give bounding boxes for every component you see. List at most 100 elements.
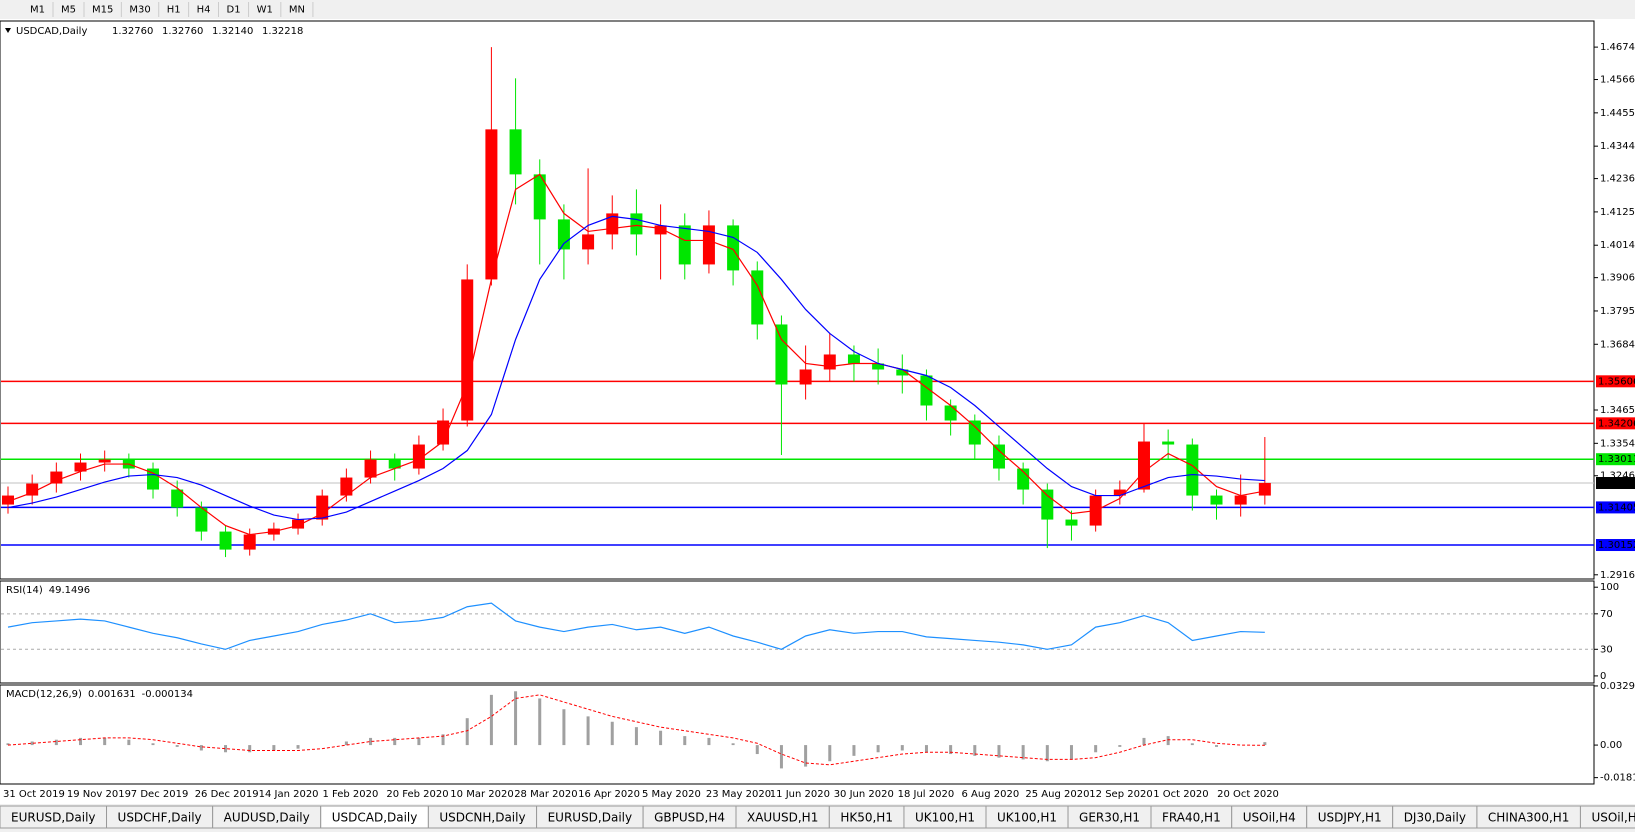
tab[interactable]: GBPUSD,H4 [642, 805, 737, 829]
x-tick-label: 20 Oct 2020 [1217, 789, 1279, 800]
tab[interactable]: USDJPY,H1 [1306, 805, 1394, 829]
candle-body [1162, 441, 1175, 445]
macd-bar [804, 745, 808, 767]
tab[interactable]: UK100,H1 [903, 805, 987, 829]
y-tick-label: 1.40140 [1600, 240, 1635, 251]
candle-body [50, 471, 63, 484]
candle-body [509, 129, 522, 175]
y-tick-label: 30 [1600, 644, 1613, 655]
y-tick-label: 0 [1600, 671, 1606, 682]
timeframe-button[interactable]: M15 [92, 5, 113, 16]
tab[interactable]: USOil,H4 [1231, 805, 1308, 829]
timeframe-button[interactable]: MN [289, 5, 305, 16]
tab[interactable]: HK50,H1 [828, 805, 905, 829]
tab[interactable]: GER30,H1 [1067, 805, 1152, 829]
candle-body [388, 459, 401, 469]
timeframe-button[interactable]: M5 [61, 5, 76, 16]
tab-label: USOil,H4 [1243, 811, 1296, 825]
macd-bar [30, 741, 34, 746]
tab[interactable]: UK100,H1 [985, 805, 1069, 829]
tab-label: HK50,H1 [840, 811, 893, 825]
moving-average [7, 215, 1265, 521]
timeframe-button[interactable]: D1 [227, 5, 241, 16]
macd-bar [1142, 737, 1146, 746]
macd-bar [852, 745, 856, 756]
candle-body [751, 270, 764, 325]
macd-bar [538, 698, 542, 746]
tab-label: USOil,H1 [1591, 811, 1635, 825]
signal-line [7, 694, 1265, 766]
macd-bar [586, 716, 590, 746]
macd-bar [731, 743, 735, 746]
level-label-box [1596, 375, 1635, 388]
macd-bar [514, 691, 518, 746]
tab[interactable]: AUDUSD,Daily [212, 805, 322, 829]
level-label-box [1596, 501, 1635, 514]
candle-body [775, 324, 788, 385]
candle-body [654, 225, 667, 235]
candle-body [872, 363, 885, 370]
macd-bar [949, 745, 953, 755]
macd-bar [683, 736, 687, 746]
macd-bar [997, 745, 1001, 758]
toolbar [0, 0, 1635, 19]
macd-bar [1190, 743, 1194, 746]
candle-body [992, 444, 1005, 469]
tab[interactable]: XAUUSD,H1 [735, 805, 830, 829]
tab-label: UK100,H1 [915, 811, 975, 825]
x-tick-label: 10 Mar 2020 [450, 789, 513, 800]
x-tick-label: 16 Apr 2020 [578, 789, 640, 800]
tab[interactable]: CHINA300,H1 [1476, 805, 1581, 829]
timeframe-button[interactable]: M30 [129, 5, 150, 16]
level-label: 1.34206 [1598, 418, 1635, 429]
macd-bar [1166, 736, 1170, 746]
timeframe-button[interactable]: H4 [197, 5, 211, 16]
timeframe-button[interactable]: W1 [257, 5, 273, 16]
tab[interactable]: USOil,H1 [1579, 805, 1635, 829]
macd-bar [1263, 742, 1267, 746]
timeframe-button[interactable]: H1 [167, 5, 181, 16]
indicator-title: RSI(14) [6, 585, 43, 596]
level-label-box [1596, 453, 1635, 466]
candle-body [171, 489, 184, 508]
x-tick-label: 6 Aug 2020 [962, 789, 1020, 800]
macd-bar [79, 737, 83, 746]
tab[interactable]: EURUSD,Daily [0, 805, 108, 829]
timeframe-button[interactable]: M1 [30, 5, 45, 16]
candle-body [147, 468, 160, 490]
macd-pane [0, 684, 1595, 785]
tab[interactable]: USDCAD,Daily [320, 805, 429, 829]
y-tick-label: -0.01815 [1600, 773, 1635, 784]
candle-body [219, 531, 232, 550]
candle-body [1210, 495, 1223, 505]
tab[interactable]: FRA40,H1 [1150, 805, 1233, 829]
x-tick-label: 30 Jun 2020 [834, 789, 894, 800]
x-tick-label: 11 Jun 2020 [770, 789, 830, 800]
candle-body [195, 507, 208, 532]
macd-bar [973, 745, 977, 756]
tab[interactable]: DJ30,Daily [1392, 805, 1478, 829]
candle-body [292, 519, 305, 529]
tab[interactable]: USDCNH,Daily [427, 805, 538, 829]
x-tick-label: 28 Mar 2020 [514, 789, 577, 800]
macd-bar [562, 709, 566, 746]
macd-bar [924, 745, 928, 753]
macd-bar [1069, 745, 1073, 760]
tab-label: CHINA300,H1 [1488, 811, 1570, 825]
tab-label: USDCAD,Daily [332, 811, 418, 825]
level-label-box [1596, 539, 1635, 552]
macd-bar [393, 737, 397, 746]
tab[interactable]: EURUSD,Daily [536, 805, 644, 829]
macd-bar [755, 745, 759, 755]
macd-bar [634, 727, 638, 746]
candle-body [1041, 489, 1054, 520]
macd-bar [489, 694, 493, 746]
y-tick-label: 1.34650 [1600, 405, 1635, 416]
indicator-value: 0.001631 [88, 689, 136, 700]
y-tick-label: 1.32460 [1600, 471, 1635, 482]
tab[interactable]: USDCHF,Daily [106, 805, 214, 829]
x-tick-label: 14 Jan 2020 [259, 789, 319, 800]
y-tick-label: 1.37950 [1600, 306, 1635, 317]
candle-body [557, 219, 570, 250]
y-tick-label: 1.43440 [1600, 141, 1635, 152]
